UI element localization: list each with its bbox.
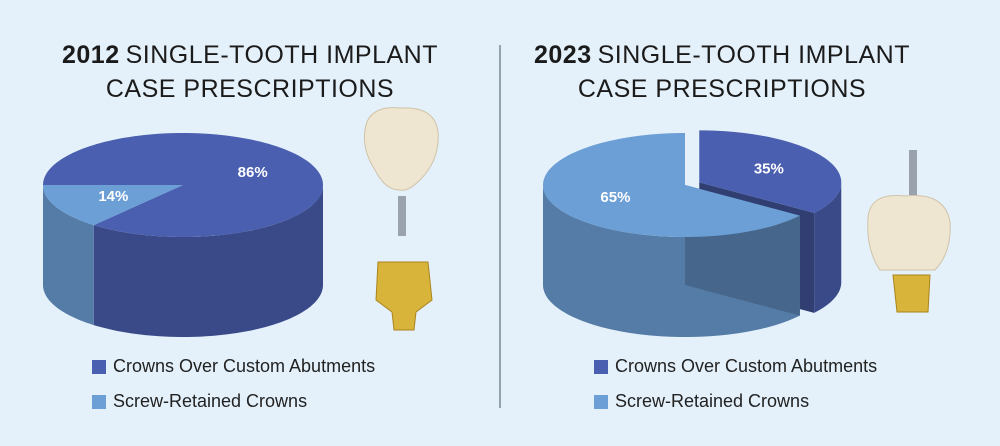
legend-swatch [92, 395, 106, 409]
legend-label: Crowns Over Custom Abutments [113, 356, 375, 376]
chart-title: 2023 SINGLE-TOOTH IMPLANT CASE PRESCRIPTI… [512, 38, 932, 106]
tooth-illustration [364, 107, 951, 331]
data-label: 86% [238, 164, 268, 181]
data-label: 65% [600, 189, 630, 206]
title-year: 2012 [62, 41, 120, 69]
slice-side [43, 185, 94, 326]
chart-title: 2012 SINGLE-TOOTH IMPLANT CASE PRESCRIPTI… [40, 38, 460, 106]
title-year: 2023 [534, 41, 592, 69]
title-text: SINGLE-TOOTH IMPLANT CASE PRESCRIPTIONS [577, 41, 910, 103]
slice-side [543, 185, 800, 337]
slice-side [814, 182, 842, 313]
slice-side [93, 185, 323, 337]
legend-swatch [92, 360, 106, 374]
slice [543, 133, 800, 237]
legend-label: Screw-Retained Crowns [113, 391, 307, 411]
legend-swatch [594, 395, 608, 409]
slice [699, 130, 842, 213]
title-text: SINGLE-TOOTH IMPLANT CASE PRESCRIPTIONS [105, 41, 438, 103]
legend-swatch [594, 360, 608, 374]
legend-label: Screw-Retained Crowns [615, 391, 809, 411]
legend-label: Crowns Over Custom Abutments [615, 356, 877, 376]
data-label: 14% [98, 188, 128, 205]
slice [43, 185, 183, 226]
data-label: 35% [754, 160, 784, 177]
slice [43, 133, 323, 237]
